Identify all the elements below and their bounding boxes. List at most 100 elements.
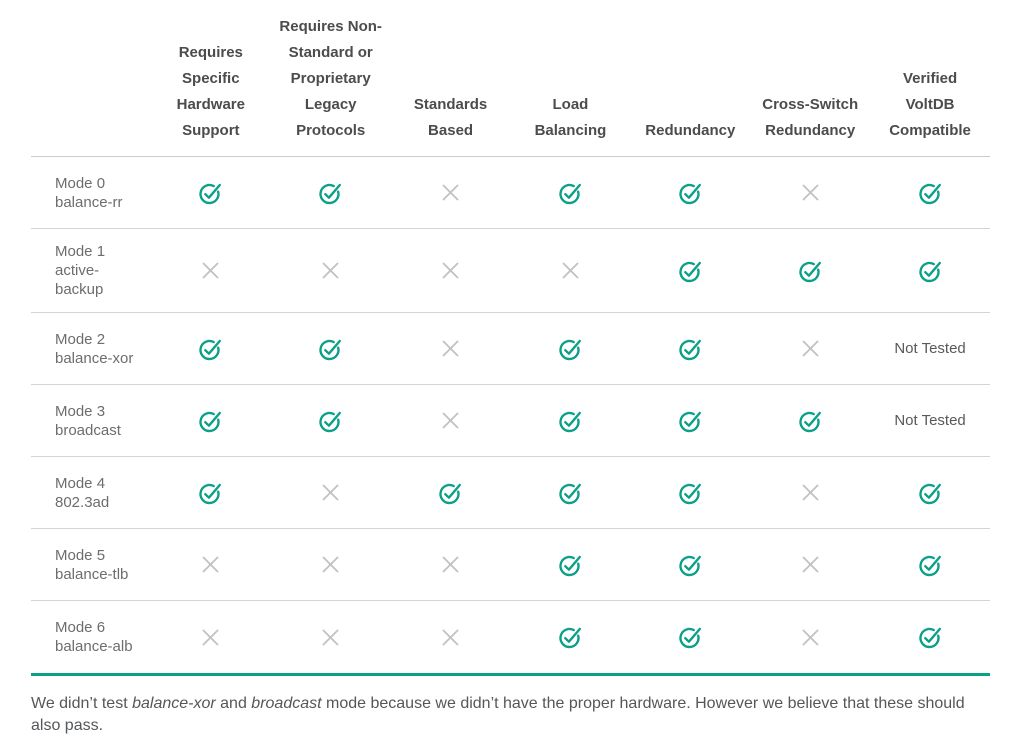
check-circle-icon <box>679 261 701 282</box>
cell-x <box>391 627 511 648</box>
x-mark-icon <box>802 340 819 357</box>
table-row: Mode 0 balance-rr <box>31 157 990 229</box>
cell-x <box>511 260 631 281</box>
row-label: Mode 0 balance-rr <box>55 174 123 211</box>
table-row: Mode 6 balance-alb <box>31 601 990 673</box>
column-header-legacy-protocols: Requires Non- Standard or Proprietary Le… <box>279 18 382 139</box>
check-circle-icon <box>679 411 701 432</box>
x-mark-icon <box>562 262 579 279</box>
table-row: Mode 3 broadcast Not Tested <box>31 385 990 457</box>
table-row: Mode 4 802.3ad <box>31 457 990 529</box>
check-circle-icon <box>559 183 581 204</box>
check-circle-icon <box>319 183 342 204</box>
footnote-text: and <box>215 695 252 712</box>
x-mark-icon <box>202 629 219 645</box>
x-mark-icon <box>322 629 339 645</box>
cell-check <box>630 480 750 506</box>
cell-check <box>630 336 750 362</box>
cell-check <box>870 624 990 650</box>
column-header-redundancy: Redundancy <box>645 122 736 139</box>
check-circle-icon <box>918 483 941 504</box>
row-label: Mode 2 balance-xor <box>55 330 134 367</box>
cell-check <box>630 180 750 206</box>
cell-check <box>630 624 750 650</box>
check-circle-icon <box>199 483 222 504</box>
x-mark-icon <box>802 484 819 501</box>
cell-check <box>271 336 391 362</box>
check-circle-icon <box>679 183 701 204</box>
column-header-cross-switch-redundancy: Cross-Switch Redundancy <box>762 96 859 139</box>
check-circle-icon <box>679 339 701 360</box>
row-label: Mode 3 broadcast <box>55 402 121 439</box>
cell-x <box>750 554 870 575</box>
row-label: Mode 1 active- backup <box>55 243 106 298</box>
cell-check <box>630 408 750 434</box>
not-tested-text: Not Tested <box>894 412 966 429</box>
check-circle-icon <box>319 411 342 432</box>
cell-x <box>271 627 391 648</box>
x-mark-icon <box>202 262 219 279</box>
x-mark-icon <box>802 184 819 201</box>
x-mark-icon <box>442 412 459 429</box>
x-mark-icon <box>442 262 459 279</box>
check-circle-icon <box>918 183 941 204</box>
cell-not-tested: Not Tested <box>870 412 990 429</box>
cell-check <box>151 180 271 206</box>
check-circle-icon <box>918 555 941 576</box>
cell-check <box>271 180 391 206</box>
cell-x <box>391 182 511 203</box>
cell-check <box>511 624 631 650</box>
cell-check <box>750 258 870 284</box>
cell-check <box>630 552 750 578</box>
cell-x <box>151 627 271 648</box>
cell-check <box>870 258 990 284</box>
cell-check <box>870 180 990 206</box>
cell-x <box>271 482 391 503</box>
cell-check <box>151 336 271 362</box>
table-row: Mode 5 balance-tlb <box>31 529 990 601</box>
cell-x <box>391 338 511 359</box>
cell-x <box>271 554 391 575</box>
x-mark-icon <box>442 340 459 357</box>
cell-x <box>750 338 870 359</box>
table-bottom-border <box>31 673 990 676</box>
cell-check <box>870 480 990 506</box>
column-header-voltdb-compatible: Verified VoltDB Compatible <box>889 70 971 139</box>
check-circle-icon <box>799 261 821 282</box>
x-mark-icon <box>322 484 339 501</box>
cell-check <box>391 480 511 506</box>
check-circle-icon <box>918 627 941 649</box>
x-mark-icon <box>442 556 459 573</box>
check-circle-icon <box>679 483 701 504</box>
check-circle-icon <box>799 411 821 432</box>
check-circle-icon <box>559 555 581 576</box>
column-header-hardware-support: Requires Specific Hardware Support <box>176 44 245 139</box>
table-row: Mode 1 active- backup <box>31 229 990 313</box>
x-mark-icon <box>322 262 339 279</box>
cell-x <box>391 554 511 575</box>
cell-check <box>630 258 750 284</box>
check-circle-icon <box>559 411 581 432</box>
cell-check <box>511 180 631 206</box>
cell-check <box>511 480 631 506</box>
cell-check <box>511 408 631 434</box>
row-label: Mode 6 balance-alb <box>55 619 133 655</box>
footnote: We didn’t test balance-xor and broadcast… <box>31 693 990 737</box>
row-label: Mode 5 balance-tlb <box>55 546 129 583</box>
x-mark-icon <box>442 629 459 645</box>
not-tested-text: Not Tested <box>894 340 966 357</box>
footnote-italic-term: broadcast <box>251 695 322 712</box>
check-circle-icon <box>679 627 701 649</box>
footnote-italic-term: balance-xor <box>132 695 216 712</box>
check-circle-icon <box>559 339 581 360</box>
x-mark-icon <box>202 556 219 573</box>
cell-check <box>511 552 631 578</box>
cell-check <box>750 408 870 434</box>
check-circle-icon <box>199 411 222 432</box>
cell-check <box>151 408 271 434</box>
column-header-standards-based: Standards Based <box>413 96 488 139</box>
check-circle-icon <box>319 339 342 360</box>
cell-check <box>271 408 391 434</box>
x-mark-icon <box>802 629 819 645</box>
table-body: Mode 0 balance-rr Mode 1 active- backup Mo… <box>31 157 990 673</box>
